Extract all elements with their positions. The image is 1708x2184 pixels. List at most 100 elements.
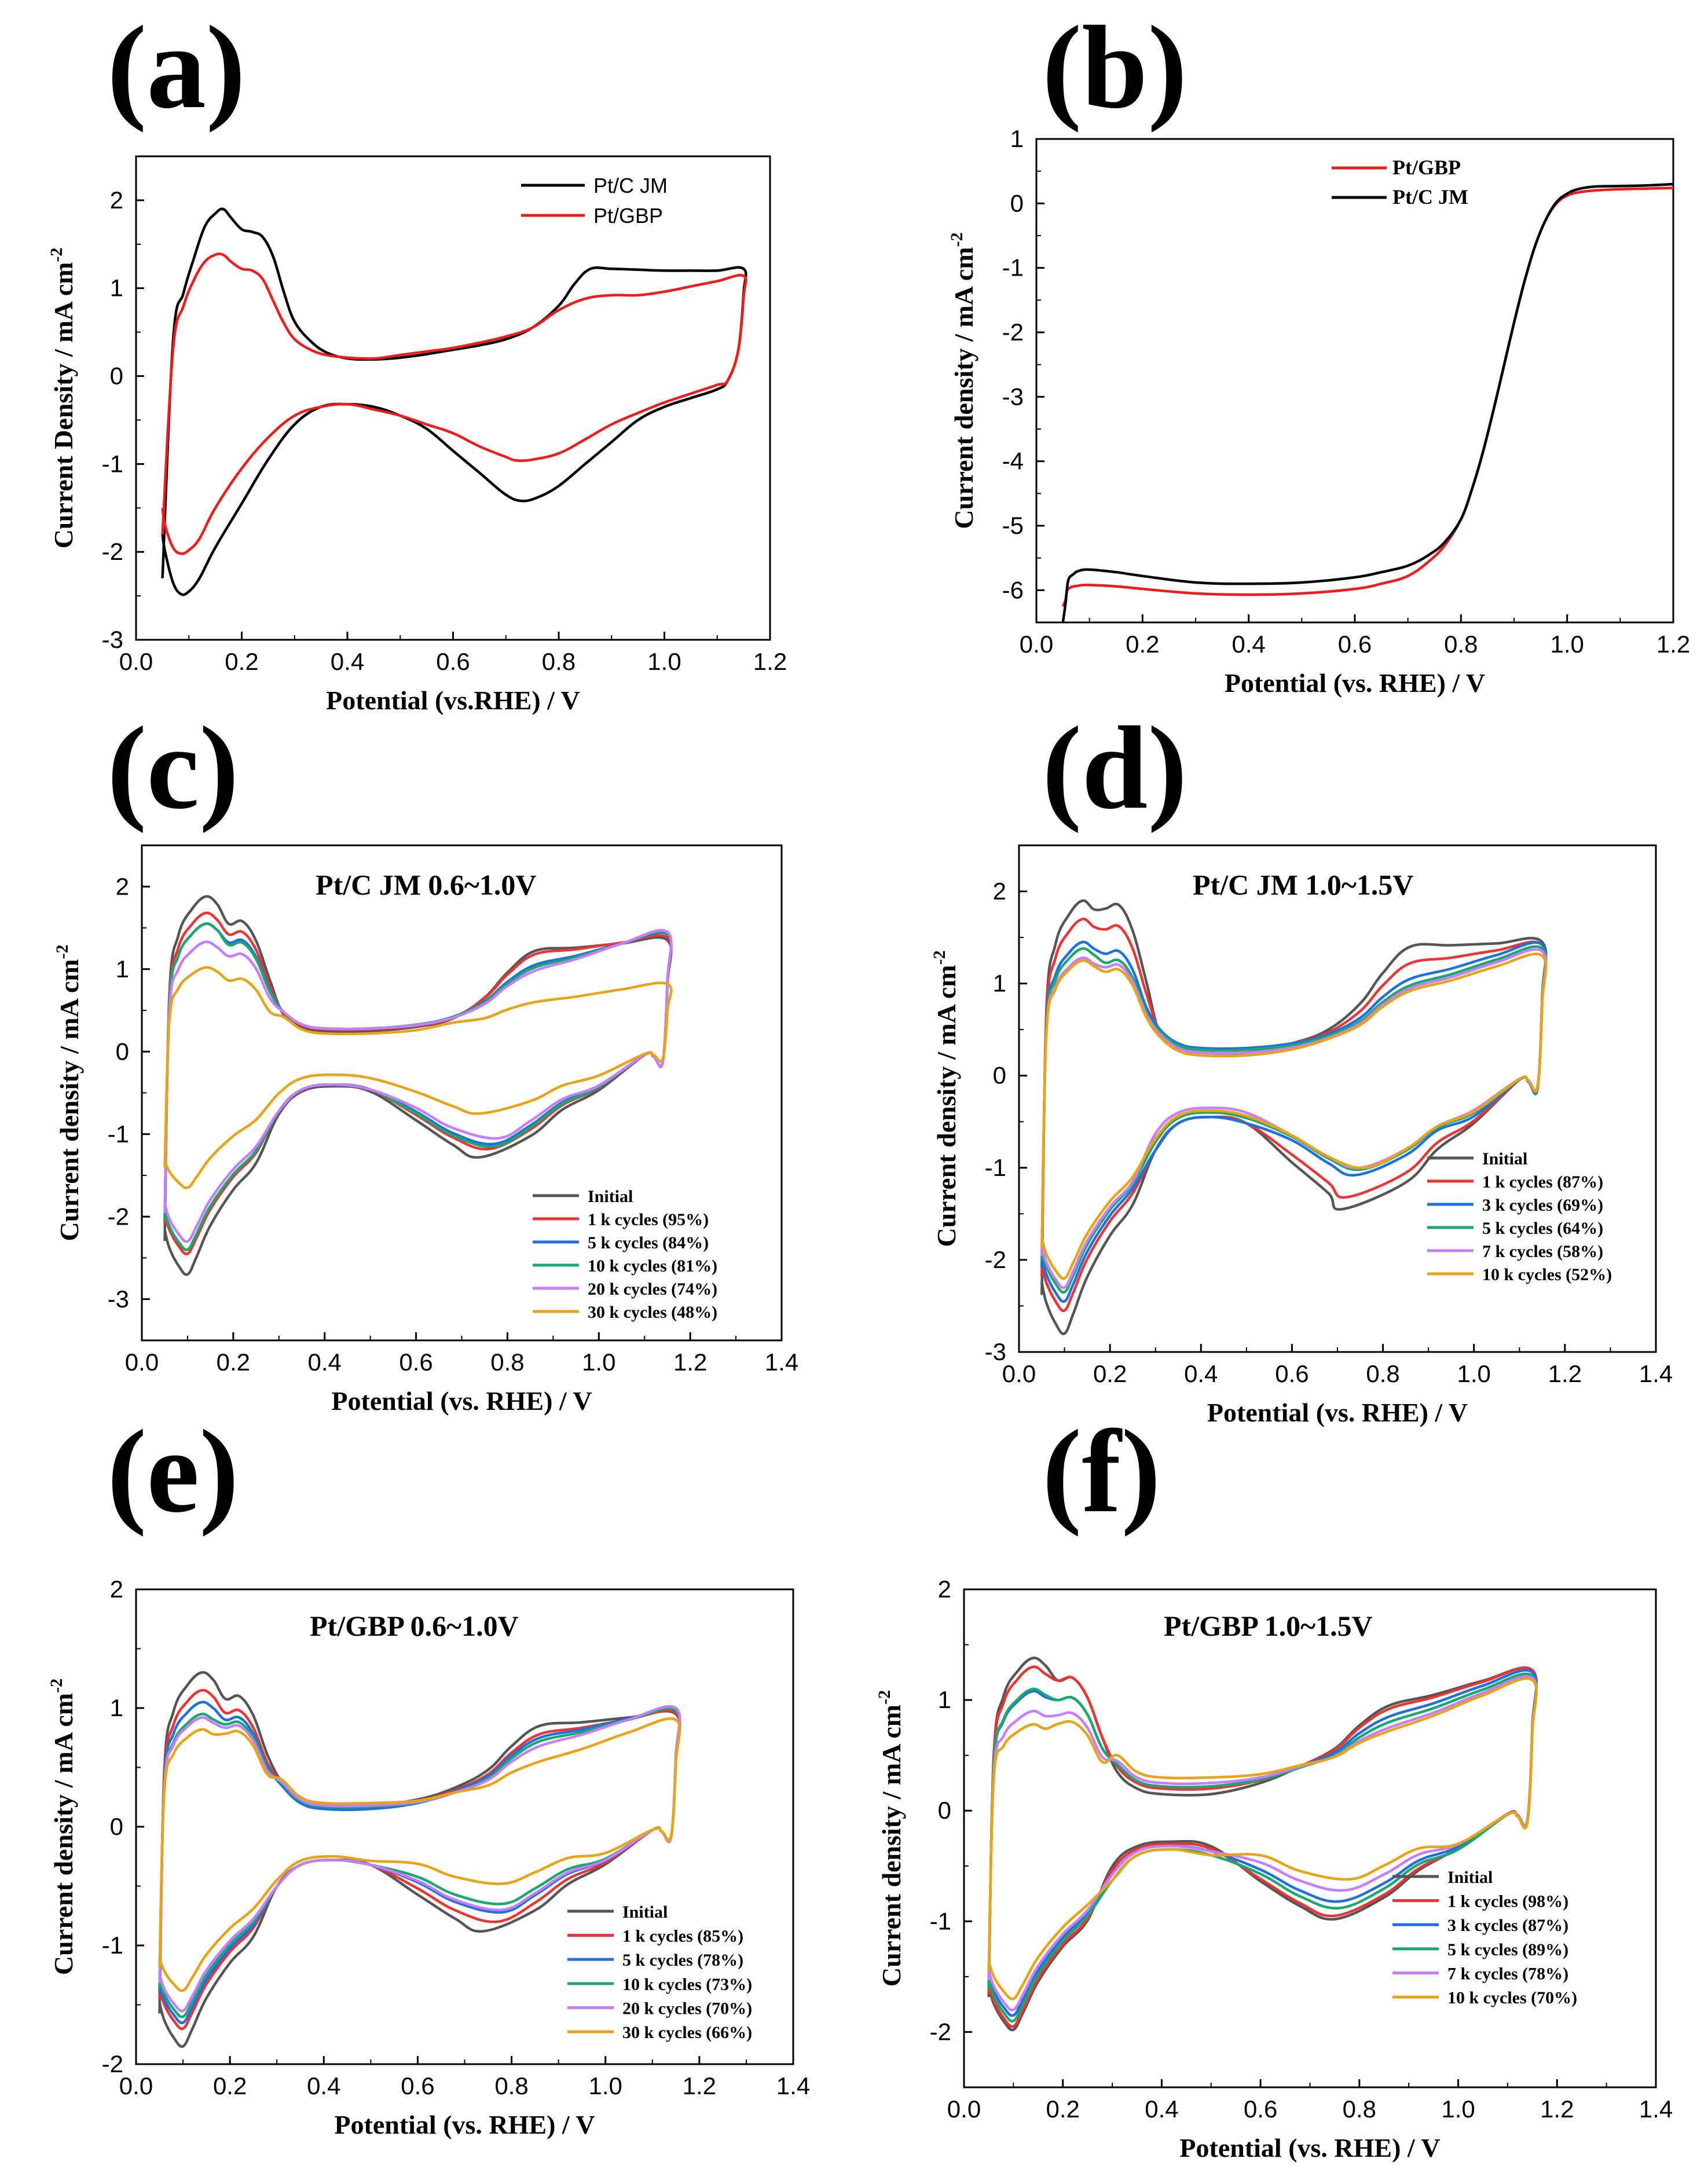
y-tick-label-b-3: -3: [1002, 383, 1024, 410]
x-axis-title-a: Potential (vs.RHE) / V: [326, 686, 580, 715]
y-tick-label-d-3: 0: [993, 1062, 1006, 1089]
x-tick-label-b-0: 0.0: [1020, 631, 1053, 658]
x-tick-label-d-5: 1.0: [1457, 1360, 1491, 1387]
chart-e: 0.0 0.2 0.4 0.6 0.8 1.0 1.2 1.4 -2 -1 0 1 2 Potential…: [47, 1575, 810, 2139]
x-tick-label-b-2: 0.4: [1231, 631, 1265, 658]
y-tick-label-d-1: -2: [985, 1246, 1006, 1273]
y-tick-label-a-4: 1: [110, 274, 123, 302]
y-tick-label-b-5: -1: [1002, 254, 1024, 281]
legend-label-d-5: 10 k cycles (52%): [1482, 1265, 1612, 1284]
x-tick-label-b-1: 0.2: [1126, 631, 1159, 658]
y-tick-label-c-5: 2: [116, 873, 129, 900]
series-line-c-0: [163, 895, 673, 1276]
x-axis-title-b: Potential (vs. RHE) / V: [1225, 668, 1485, 698]
plot-frame-b: [1035, 138, 1674, 624]
legend-label-b-1: Pt/C JM: [1392, 185, 1468, 208]
y-axis-title-e: Current density / mA cm-2: [47, 1679, 78, 1975]
legend-label-e-3: 10 k cycles (73%): [622, 1975, 752, 1994]
x-axis-title-d: Potential (vs. RHE) / V: [1207, 1398, 1468, 1427]
y-tick-label-b-0: -6: [1002, 576, 1024, 603]
x-axis-title-e: Potential (vs. RHE) / V: [334, 2110, 595, 2139]
legend-label-c-2: 5 k cycles (84%): [588, 1233, 709, 1252]
x-tick-label-e-7: 1.4: [776, 2072, 810, 2099]
y-tick-label-e-3: 1: [110, 1694, 123, 1721]
y-tick-label-d-4: 1: [993, 970, 1006, 997]
x-tick-label-f-5: 1.0: [1441, 2095, 1475, 2123]
x-tick-label-f-2: 0.4: [1145, 2095, 1178, 2123]
x-tick-label-e-2: 0.4: [307, 2072, 340, 2099]
y-tick-label-a-3: 0: [110, 362, 123, 390]
x-tick-label-b-3: 0.6: [1338, 631, 1372, 658]
y-tick-label-f-4: 2: [938, 1575, 951, 1603]
y-tick-label-a-2: -1: [102, 450, 123, 477]
x-tick-label-a-0: 0.0: [119, 648, 153, 675]
legend-label-e-5: 30 k cycles (66%): [622, 2023, 752, 2042]
y-tick-label-f-1: -1: [930, 1907, 951, 1934]
legend-label-d-4: 7 k cycles (58%): [1482, 1242, 1603, 1261]
legend-label-e-0: Initial: [622, 1903, 668, 1922]
x-tick-label-b-5: 1.0: [1550, 631, 1584, 658]
legend-label-c-0: Initial: [588, 1187, 633, 1206]
x-tick-label-d-3: 0.6: [1275, 1360, 1309, 1387]
y-tick-label-b-6: 0: [1010, 189, 1024, 217]
chart-c: 0.0 0.2 0.4 0.6 0.8 1.0 1.2 1.4 -3 -2 -1 0 1 2 Potenti…: [53, 844, 798, 1416]
series-line-d-4: [1040, 948, 1548, 1289]
legend-label-f-2: 3 k cycles (87%): [1447, 1916, 1568, 1935]
y-axis-title-b: Current density / mA cm-2: [947, 232, 978, 529]
y-tick-label-b-4: -2: [1002, 318, 1024, 346]
panel-letter-f: (f): [1042, 1406, 1161, 1537]
chart-title-e: Pt/GBP 0.6~1.0V: [310, 1610, 519, 1642]
y-axis-title-sup-a: -2: [47, 248, 66, 262]
legend-label-e-1: 1 k cycles (85%): [622, 1927, 743, 1946]
y-axis-title-sup-e: -2: [47, 1679, 66, 1693]
series-line-f-5: [987, 1677, 1538, 2000]
x-tick-label-a-2: 0.4: [331, 648, 364, 675]
chart-title-d: Pt/C JM 1.0~1.5V: [1193, 869, 1414, 901]
y-axis-title-f: Current density / mA cm-2: [875, 1690, 906, 1987]
panel-a-legend: Pt/C JM Pt/GBP: [521, 174, 668, 228]
x-tick-label-a-1: 0.2: [225, 648, 258, 675]
x-tick-label-c-0: 0.0: [125, 1348, 159, 1376]
x-tick-label-d-2: 0.4: [1184, 1360, 1218, 1387]
legend-label-a-1: Pt/GBP: [593, 204, 663, 228]
x-tick-label-d-0: 0.0: [1002, 1360, 1036, 1387]
series-group-a: [161, 207, 747, 596]
legend-label-f-0: Initial: [1447, 1868, 1493, 1887]
x-tick-label-f-3: 0.6: [1244, 2095, 1277, 2123]
y-tick-label-c-4: 1: [116, 955, 129, 983]
x-tick-label-b-4: 0.8: [1444, 631, 1478, 658]
x-axis-title-c: Potential (vs. RHE) / V: [331, 1386, 592, 1416]
y-axis-title-sup-b: -2: [947, 232, 966, 247]
legend-label-d-2: 3 k cycles (69%): [1482, 1196, 1603, 1215]
y-tick-label-c-3: 0: [116, 1038, 129, 1065]
y-tick-label-b-2: -4: [1002, 448, 1024, 475]
chart-f: 0.0 0.2 0.4 0.6 0.8 1.0 1.2 1.4 -2 -1 0 1 2 Potential…: [875, 1575, 1673, 2163]
legend-label-f-4: 7 k cycles (78%): [1447, 1965, 1568, 1984]
y-tick-label-c-0: -3: [108, 1285, 129, 1313]
y-tick-label-b-1: -5: [1002, 512, 1024, 539]
series-group-c: [163, 895, 673, 1276]
panel-a: (a) Pt/C JM Pt/GBP: [107, 2, 668, 228]
y-tick-label-d-5: 2: [993, 878, 1006, 905]
x-tick-label-f-7: 1.4: [1639, 2095, 1673, 2123]
x-axis-title-f: Potential (vs. RHE) / V: [1179, 2133, 1440, 2163]
panel-b: (b) Pt/GBP Pt/C JM: [1042, 2, 1468, 208]
panel-letter-d: (d): [1042, 702, 1187, 834]
x-tick-label-d-4: 0.8: [1366, 1360, 1399, 1387]
x-tick-label-a-5: 1.0: [647, 648, 681, 675]
y-axis-title-sup-f: -2: [875, 1690, 894, 1705]
series-group-f: [987, 1657, 1538, 2032]
series-line-a-0: [161, 207, 747, 596]
chart-a: 0.0 0.2 0.4 0.6 0.8 1.0 1.2 -3 -2 -1 0 1 2 Potential …: [47, 155, 787, 715]
y-axis-title-sup-d: -2: [930, 950, 949, 965]
series-group-e: [158, 1671, 681, 2048]
legend-label-d-0: Initial: [1482, 1149, 1527, 1168]
chart-title-f: Pt/GBP 1.0~1.5V: [1164, 1610, 1373, 1642]
chart-b: 0.0 0.2 0.4 0.6 0.8 1.0 1.2 -6 -5 -4 -3 -2 -1 0 1 Poten…: [947, 125, 1690, 698]
panel-letter-a: (a): [107, 2, 245, 133]
y-tick-label-a-1: -2: [102, 538, 123, 565]
x-tick-label-c-2: 0.4: [308, 1348, 342, 1376]
legend-label-d-1: 1 k cycles (87%): [1482, 1172, 1603, 1192]
series-line-b-1: [1061, 182, 1673, 622]
